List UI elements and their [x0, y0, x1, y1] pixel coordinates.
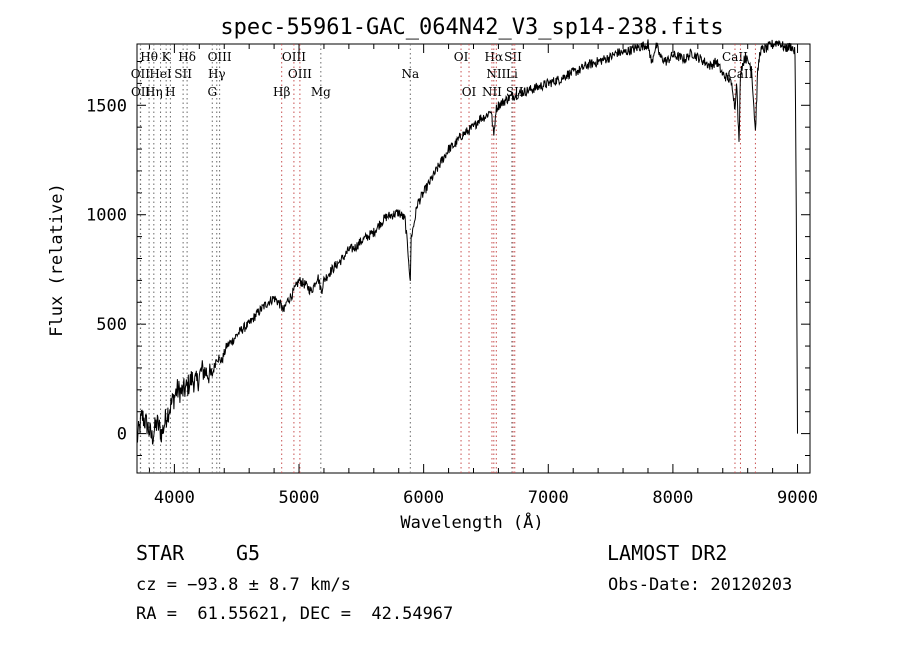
spectral-line-label: Hα: [485, 50, 504, 64]
spectral-line-label: HeI: [149, 67, 172, 81]
axes-layer: 4000 5000 6000 7000 8000 9000 0 500 1000 1500: [86, 43, 818, 508]
object-subclass: G5: [236, 541, 261, 565]
x-tick-label: 8000: [652, 488, 693, 508]
spectral-line-label: SII: [174, 67, 192, 81]
spectral-line-label: Hθ: [140, 50, 158, 64]
x-tick-label: 6000: [403, 488, 444, 508]
spectral-line-label: Na: [401, 67, 419, 81]
spectrum-line: [136, 39, 798, 445]
survey-name: LAMOST DR2: [607, 541, 728, 565]
y-tick-label: 1500: [86, 96, 127, 116]
spectral-line-label: NII: [486, 67, 506, 81]
coordinates-text: RA = 61.55621, DEC = 42.54967: [136, 604, 454, 624]
spectral-line-label: H: [165, 85, 175, 99]
spectral-line-label: CaII: [722, 50, 748, 64]
series-layer: [136, 39, 798, 445]
spectral-line-label: Mg: [311, 85, 331, 99]
spectral-line-label: OIII: [208, 50, 232, 64]
spectral-line-label: OI: [454, 50, 469, 64]
y-tick-label: 1000: [86, 206, 127, 226]
spectral-line-label: OII: [131, 85, 151, 99]
y-tick-label: 500: [96, 315, 127, 335]
chart-title: spec-55961-GAC_064N42_V3_sp14-238.fits: [220, 15, 723, 40]
spectrum-chart: spec-55961-GAC_064N42_V3_sp14-238.fits 4…: [47, 0, 818, 533]
spectral-line-label: Li: [506, 67, 518, 81]
x-tick-label: 7000: [528, 488, 569, 508]
spectral-line-label: NII: [482, 85, 502, 99]
spectral-line-label: Hβ: [273, 85, 290, 99]
spectral-line-label: Hδ: [178, 50, 196, 64]
x-tick-label: 4000: [154, 488, 195, 508]
spectral-line-label: OI: [462, 85, 477, 99]
plot-frame: [136, 43, 811, 474]
spectral-line-label: OIII: [288, 67, 312, 81]
spectral-line-label: Hη: [145, 85, 163, 99]
spectral-line-label: CaII: [742, 0, 768, 3]
spectral-line-label: K: [162, 50, 172, 64]
spectral-line-label: Hγ: [208, 67, 226, 81]
spectral-line-label: G: [207, 85, 217, 99]
spectral-line-label: OII: [131, 67, 151, 81]
spectral-line-label: SII: [504, 50, 522, 64]
redshift-text: cz = −93.8 ± 8.7 km/s: [136, 575, 351, 595]
object-class: STAR: [136, 541, 185, 565]
x-tick-label: 9000: [777, 488, 818, 508]
y-axis-label: Flux (relative): [47, 183, 67, 337]
spectral-line-label: OIII: [282, 50, 306, 64]
x-tick-label: 5000: [279, 488, 320, 508]
y-tick-label: 0: [117, 425, 127, 445]
x-axis-label: Wavelength (Å): [400, 511, 543, 533]
obs-date-text: Obs-Date: 20120203: [608, 575, 793, 595]
